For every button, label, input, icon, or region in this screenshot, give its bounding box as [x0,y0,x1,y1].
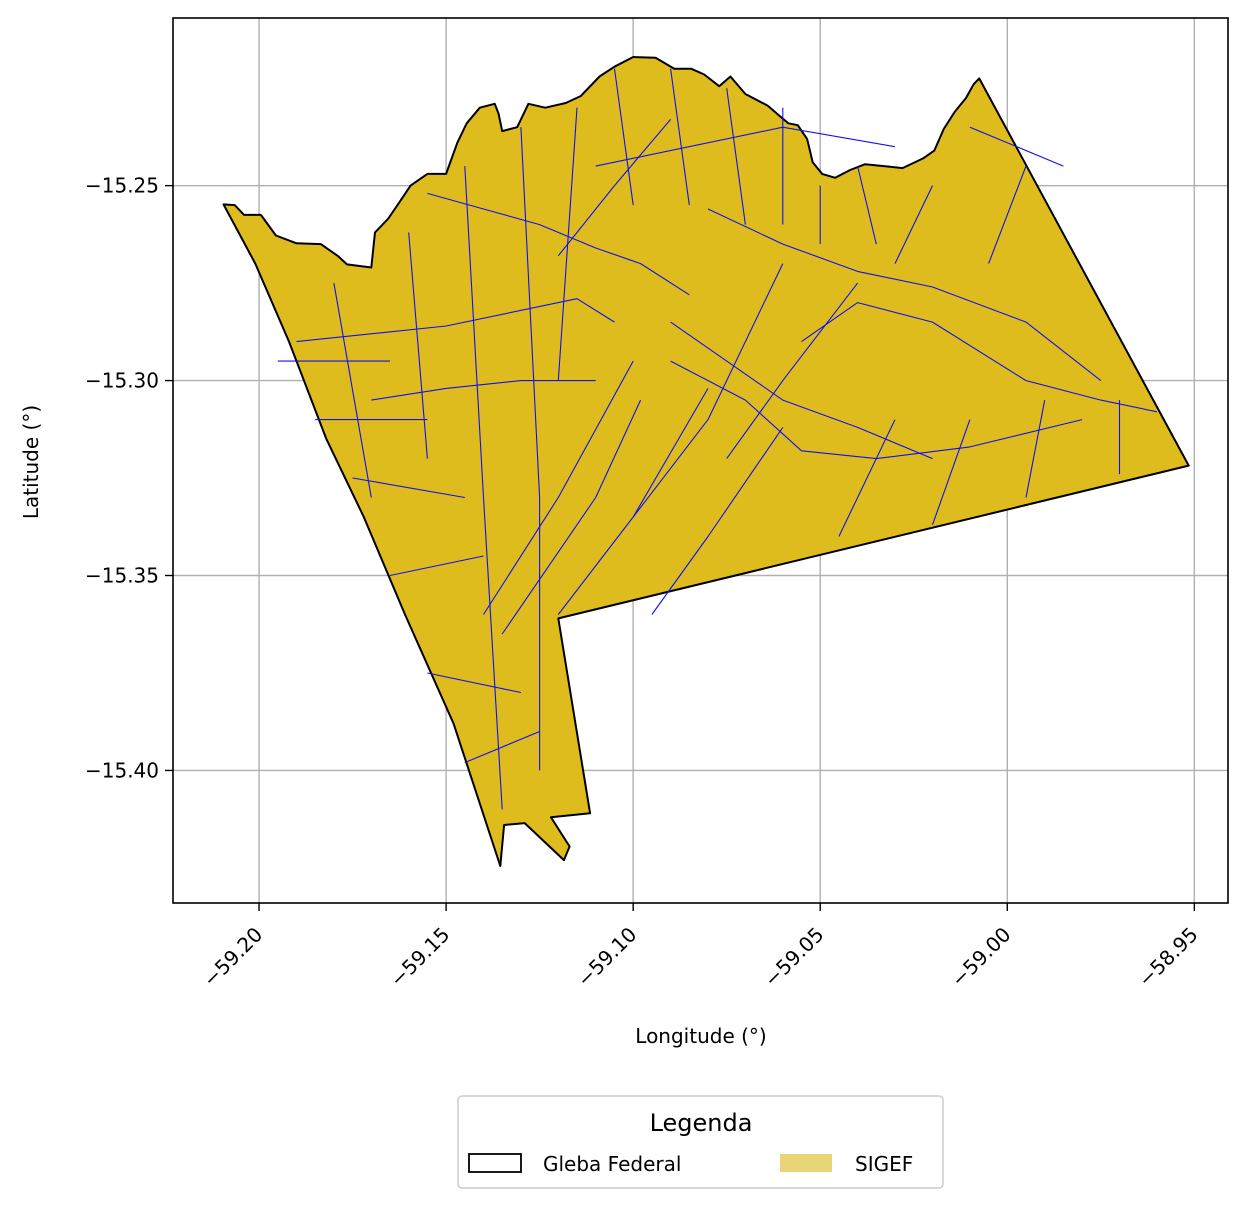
sigef-parcel-boundary [726,88,746,225]
sigef-parcel-boundary [707,208,1102,382]
y-tick-label: −15.35 [85,564,159,588]
sigef-parcel-boundary [520,127,541,771]
sigef-parcel-boundary [501,399,642,635]
sigef-parcel-boundary [670,321,933,460]
x-tick-label: −59.10 [572,922,641,991]
sigef-parcel-boundary [801,302,1158,413]
x-tick-label: −59.15 [385,922,454,991]
gleba-federal-layer [222,56,1190,867]
axes-frame [172,17,1229,904]
sigef-parcel-boundary [408,232,428,459]
sigef-parcel-boundary [969,126,1064,167]
sigef-parcel-boundary [296,298,615,343]
sigef-parcel-boundary [333,283,372,498]
sigef-parcel-boundary [352,477,465,499]
legend-label-gleba: Gleba Federal [543,1152,681,1176]
sigef-parcel-boundary [483,360,634,615]
legend-swatch-sigef [780,1154,832,1172]
x-tick-label: −59.00 [946,922,1015,991]
y-axis-label: Latitude (°) [19,405,43,519]
x-tick-label: −58.95 [1133,922,1202,991]
sigef-parcel-boundary [464,166,503,810]
sigef-parcel-boundary [857,165,877,245]
sigef-parcel-boundary [1025,399,1046,498]
sigef-parcel-boundary [427,672,522,694]
sigef-parcel-boundary [838,419,896,537]
gleba-federal-boundary [222,56,1190,867]
legend-label-sigef: SIGEF [855,1152,913,1176]
y-tick-label: −15.30 [85,369,159,393]
sigef-parcel-boundary [670,360,1083,460]
sigef-parcel-boundary [557,107,578,381]
legend-title: Legenda [650,1109,753,1137]
y-tick-label: −15.25 [85,174,159,198]
sigef-parcel-boundary [894,185,933,264]
sigef-parcel-boundary [931,419,971,525]
sigef-parcel-boundary [557,119,672,257]
sigef-parcel-boundary [464,730,540,764]
sigef-parcel-boundary [613,68,634,206]
sigef-parcels-layer [277,68,1158,810]
sigef-parcel-boundary [670,68,690,206]
x-tick-label: −59.20 [198,922,267,991]
sigef-parcel-boundary [595,126,896,167]
x-axis-label: Longitude (°) [635,1024,766,1048]
legend-swatch-gleba [468,1153,522,1173]
sigef-parcel-boundary [651,427,784,615]
sigef-parcel-boundary [988,165,1027,264]
sigef-parcel-boundary [632,263,784,518]
sigef-parcel-boundary [726,282,859,459]
sigef-parcel-boundary [389,555,484,577]
legend: Legenda Gleba Federal SIGEF [457,1095,944,1189]
x-tick-label: −59.05 [759,922,828,991]
y-tick-label: −15.40 [85,758,159,782]
